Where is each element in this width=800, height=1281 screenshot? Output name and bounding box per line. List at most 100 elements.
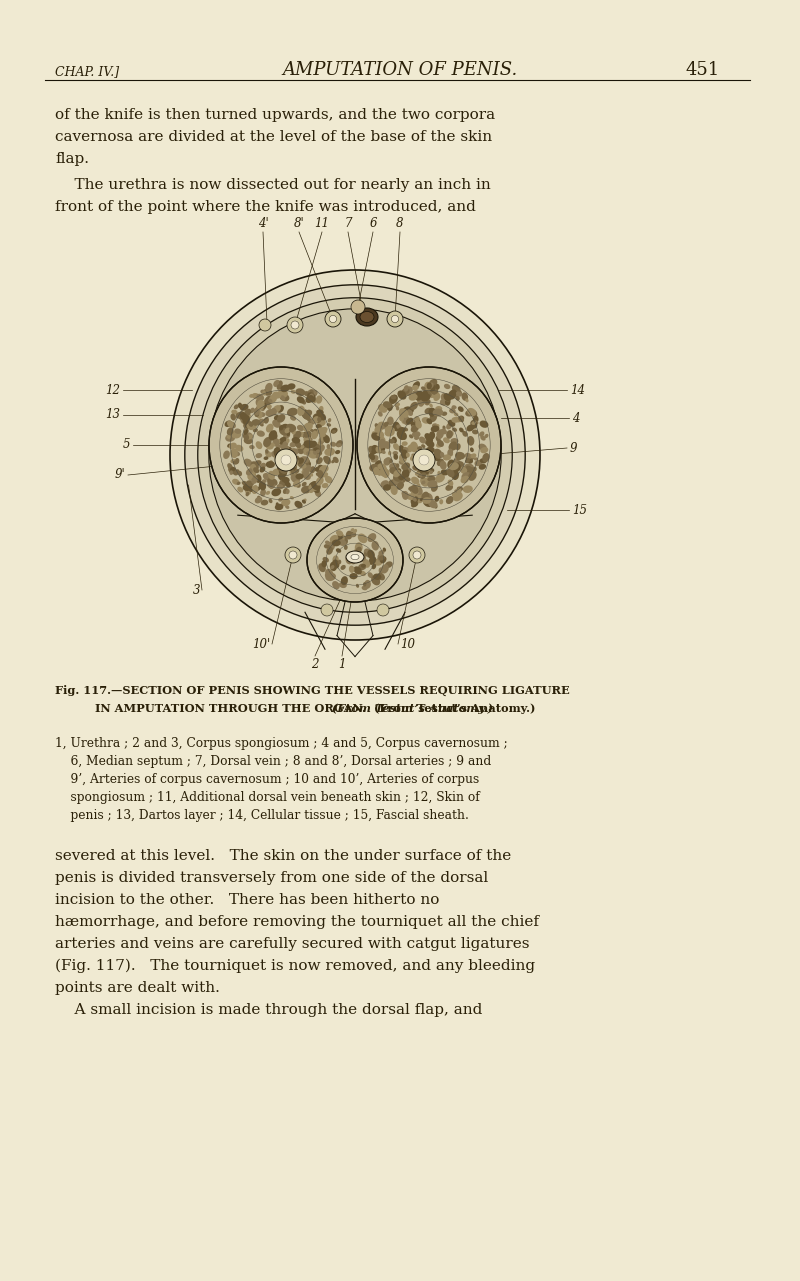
Ellipse shape — [294, 482, 301, 488]
Ellipse shape — [250, 469, 256, 477]
Text: CHAP. IV.]: CHAP. IV.] — [55, 65, 119, 78]
Ellipse shape — [370, 464, 380, 471]
Ellipse shape — [378, 405, 388, 412]
Ellipse shape — [267, 405, 271, 410]
Ellipse shape — [310, 466, 315, 473]
Ellipse shape — [448, 420, 455, 427]
Ellipse shape — [410, 455, 415, 461]
Ellipse shape — [363, 582, 366, 587]
Ellipse shape — [278, 456, 281, 461]
Ellipse shape — [351, 555, 359, 560]
Ellipse shape — [441, 393, 447, 401]
Ellipse shape — [325, 541, 330, 546]
Ellipse shape — [234, 469, 239, 475]
Ellipse shape — [272, 437, 279, 445]
Circle shape — [391, 315, 398, 323]
Ellipse shape — [248, 414, 251, 418]
Ellipse shape — [319, 439, 325, 443]
Ellipse shape — [465, 410, 474, 416]
Ellipse shape — [303, 447, 309, 455]
Ellipse shape — [263, 398, 271, 407]
Ellipse shape — [242, 483, 253, 491]
Ellipse shape — [479, 420, 489, 428]
Ellipse shape — [447, 460, 454, 469]
Ellipse shape — [458, 416, 464, 423]
Text: 11: 11 — [314, 216, 330, 231]
Ellipse shape — [413, 497, 417, 502]
Ellipse shape — [302, 411, 310, 420]
Ellipse shape — [448, 479, 454, 485]
Ellipse shape — [386, 427, 392, 433]
Ellipse shape — [318, 406, 323, 412]
Ellipse shape — [290, 462, 297, 471]
Circle shape — [330, 315, 337, 323]
Ellipse shape — [282, 477, 290, 483]
Ellipse shape — [232, 479, 239, 484]
Circle shape — [185, 284, 526, 625]
Ellipse shape — [443, 455, 451, 460]
Circle shape — [259, 319, 271, 330]
Ellipse shape — [383, 401, 392, 409]
Ellipse shape — [326, 547, 333, 555]
Ellipse shape — [470, 447, 474, 452]
Ellipse shape — [270, 480, 275, 487]
Ellipse shape — [409, 434, 414, 438]
Circle shape — [170, 270, 540, 640]
Ellipse shape — [297, 406, 305, 416]
Ellipse shape — [281, 446, 290, 455]
Ellipse shape — [300, 445, 304, 448]
Ellipse shape — [380, 480, 389, 488]
Ellipse shape — [351, 533, 356, 537]
Text: penis ; 13, Dartos layer ; 14, Cellular tissue ; 15, Fascial sheath.: penis ; 13, Dartos layer ; 14, Cellular … — [55, 810, 469, 822]
Ellipse shape — [467, 468, 475, 475]
Ellipse shape — [271, 398, 275, 402]
Ellipse shape — [276, 439, 280, 445]
Ellipse shape — [451, 406, 454, 410]
Ellipse shape — [367, 550, 375, 560]
Ellipse shape — [425, 433, 432, 441]
Ellipse shape — [235, 412, 244, 419]
Ellipse shape — [230, 414, 236, 420]
Ellipse shape — [317, 428, 327, 434]
Circle shape — [291, 322, 299, 329]
Ellipse shape — [255, 411, 262, 418]
Text: 4': 4' — [258, 216, 268, 231]
Ellipse shape — [276, 502, 278, 506]
Ellipse shape — [341, 578, 344, 583]
Ellipse shape — [427, 478, 432, 480]
Circle shape — [419, 455, 429, 465]
Ellipse shape — [330, 535, 338, 543]
Circle shape — [275, 450, 297, 471]
Ellipse shape — [411, 477, 419, 484]
Ellipse shape — [424, 382, 431, 391]
Ellipse shape — [308, 451, 318, 459]
Ellipse shape — [265, 383, 273, 392]
Ellipse shape — [385, 561, 393, 567]
Ellipse shape — [399, 409, 409, 418]
Ellipse shape — [443, 437, 450, 443]
Ellipse shape — [319, 478, 323, 482]
Ellipse shape — [414, 419, 421, 424]
Ellipse shape — [442, 425, 446, 429]
Ellipse shape — [425, 450, 428, 453]
Ellipse shape — [279, 479, 286, 488]
Ellipse shape — [292, 453, 295, 457]
Ellipse shape — [398, 427, 406, 433]
Ellipse shape — [349, 532, 356, 537]
Ellipse shape — [425, 395, 429, 401]
Ellipse shape — [380, 437, 386, 443]
Ellipse shape — [317, 419, 321, 423]
Ellipse shape — [317, 470, 323, 478]
Ellipse shape — [264, 396, 274, 405]
Ellipse shape — [446, 395, 452, 402]
Ellipse shape — [254, 460, 262, 466]
Ellipse shape — [440, 400, 447, 405]
Ellipse shape — [309, 393, 314, 400]
Ellipse shape — [396, 424, 402, 429]
Ellipse shape — [385, 425, 393, 432]
Ellipse shape — [447, 448, 453, 456]
Ellipse shape — [425, 383, 436, 392]
Ellipse shape — [346, 551, 364, 564]
Ellipse shape — [443, 456, 449, 460]
Ellipse shape — [466, 398, 469, 402]
